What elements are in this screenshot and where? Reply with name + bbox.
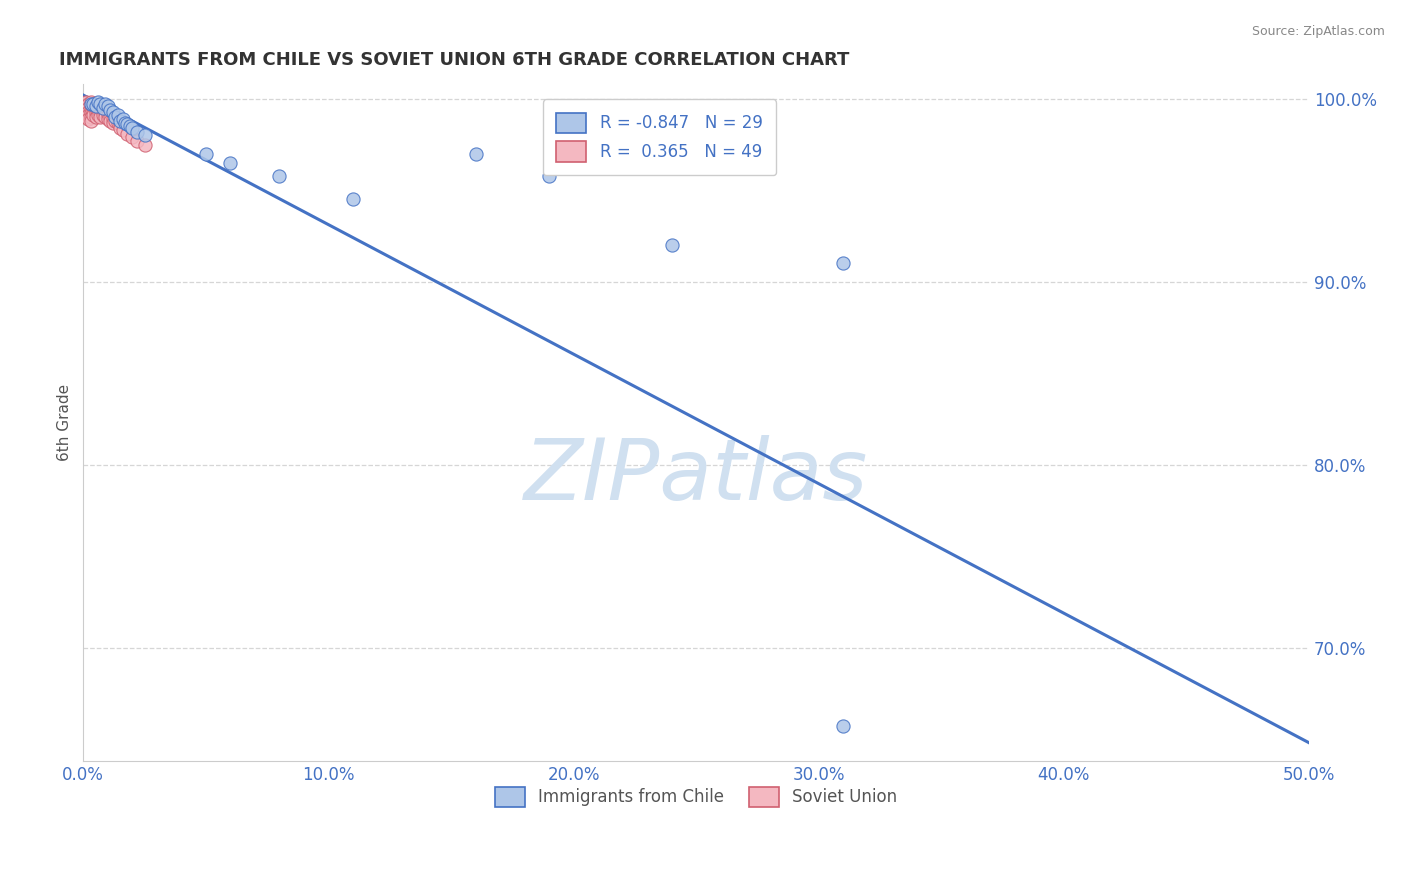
Point [134, 128, 156, 143]
Point [79, 110, 101, 124]
Point [87, 101, 110, 115]
Point [75, 110, 97, 124]
Point [342, 193, 364, 207]
Point [98, 110, 121, 124]
Point [101, 104, 124, 119]
Point [84, 99, 107, 113]
Point [94, 106, 117, 120]
Point [832, 256, 855, 270]
Point [79, 113, 101, 128]
Point [194, 146, 217, 161]
Point [84, 106, 107, 120]
Point [101, 112, 124, 126]
Point [832, 719, 855, 733]
Point [84, 103, 107, 117]
Point [79, 103, 101, 117]
Point [77, 108, 100, 122]
Point [108, 113, 131, 128]
Point [84, 99, 107, 113]
Point [111, 123, 134, 137]
Point [121, 121, 143, 136]
Point [98, 103, 121, 117]
Point [79, 106, 101, 120]
Point [97, 99, 120, 113]
Text: ZIPatlas: ZIPatlas [524, 435, 869, 518]
Point [91, 101, 114, 115]
Point [75, 99, 97, 113]
Point [97, 108, 120, 122]
Point [77, 97, 100, 112]
Point [82, 101, 104, 115]
Point [87, 104, 110, 119]
Text: IMMIGRANTS FROM CHILE VS SOVIET UNION 6TH GRADE CORRELATION CHART: IMMIGRANTS FROM CHILE VS SOVIET UNION 6T… [59, 51, 849, 69]
Point [94, 97, 117, 112]
Point [91, 108, 114, 122]
Point [77, 101, 100, 115]
Point [79, 95, 101, 110]
Point [94, 110, 117, 124]
Point [89, 110, 111, 124]
Point [75, 106, 97, 120]
Point [98, 113, 121, 128]
Text: Source: ZipAtlas.com: Source: ZipAtlas.com [1251, 25, 1385, 38]
Point [117, 117, 139, 131]
Point [107, 108, 129, 122]
Point [79, 97, 101, 112]
Point [464, 146, 486, 161]
Point [538, 169, 561, 183]
Point [111, 112, 134, 126]
Point [89, 97, 111, 112]
Point [121, 130, 143, 145]
Point [101, 115, 124, 129]
Point [97, 112, 120, 126]
Point [269, 169, 291, 183]
Point [82, 108, 104, 122]
Point [118, 119, 141, 133]
Point [87, 108, 110, 122]
Point [77, 112, 100, 126]
Point [82, 104, 104, 119]
Point [219, 156, 242, 170]
Point [114, 115, 136, 129]
Point [77, 104, 100, 119]
Point [91, 104, 114, 119]
Point [108, 117, 131, 131]
Point [661, 238, 683, 252]
Point [87, 95, 110, 110]
Point [82, 97, 104, 112]
Point [127, 134, 149, 148]
Point [104, 113, 127, 128]
Point [108, 121, 131, 136]
Point [104, 110, 127, 124]
Point [89, 106, 111, 120]
Point [117, 127, 139, 141]
Y-axis label: 6th Grade: 6th Grade [58, 384, 72, 461]
Point [127, 125, 149, 139]
Point [89, 103, 111, 117]
Point [134, 137, 156, 152]
Point [75, 103, 97, 117]
Legend: Immigrants from Chile, Soviet Union: Immigrants from Chile, Soviet Union [488, 780, 904, 814]
Point [79, 99, 101, 113]
Point [75, 95, 97, 110]
Point [82, 97, 104, 112]
Point [107, 115, 129, 129]
Point [84, 110, 107, 124]
